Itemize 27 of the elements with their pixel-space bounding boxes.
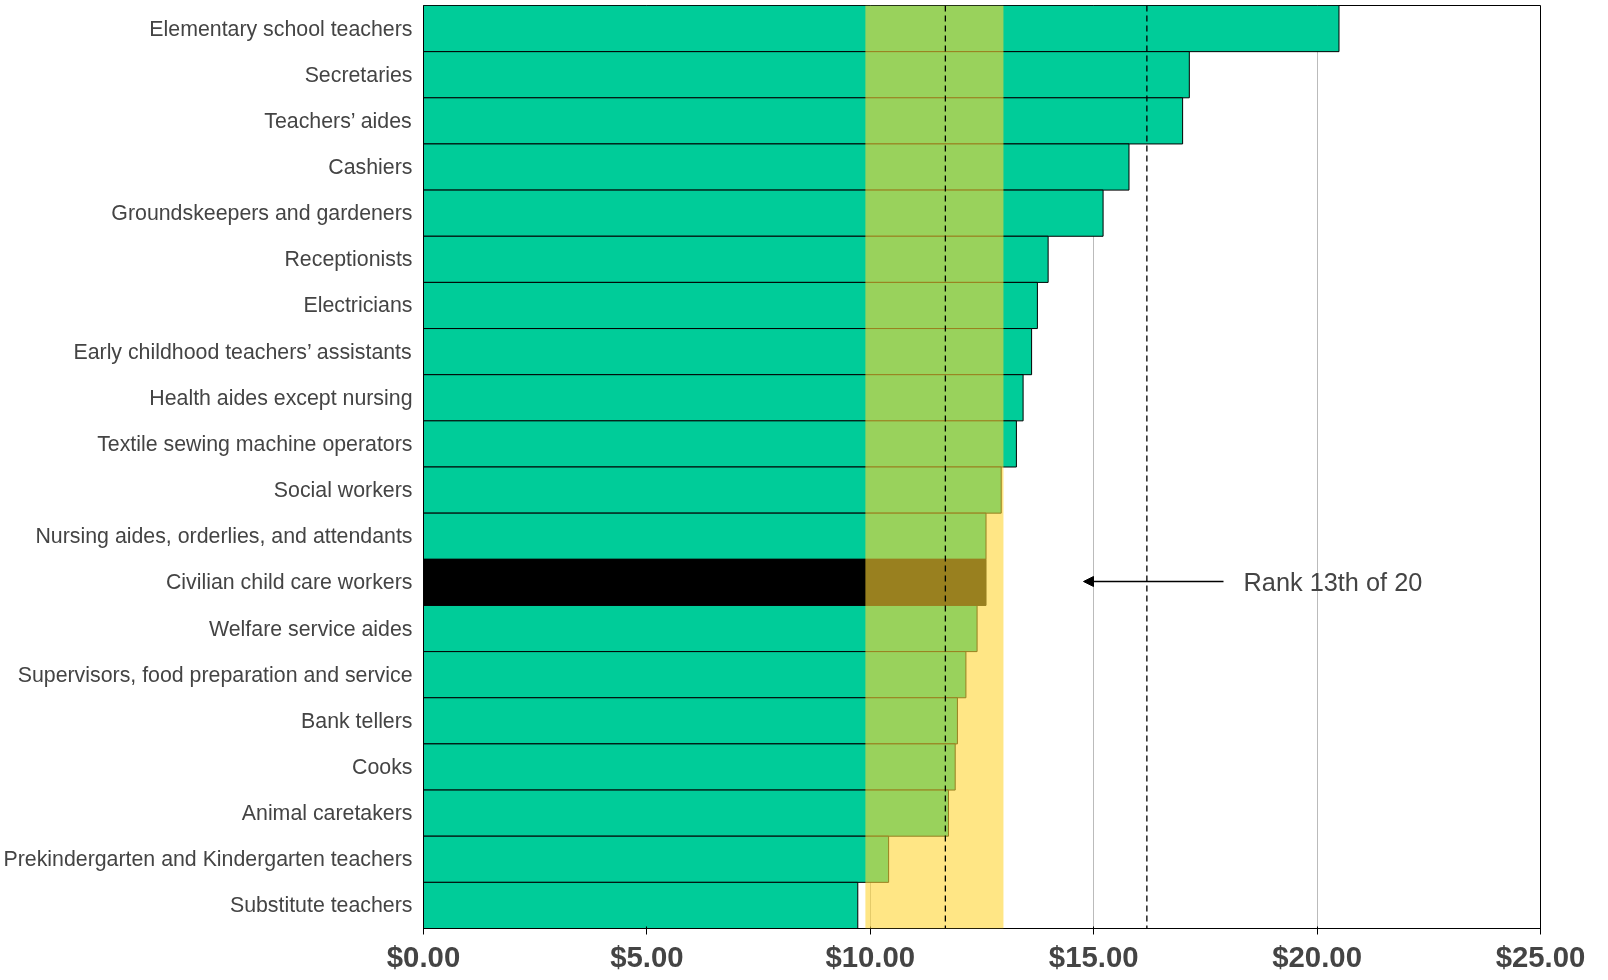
x-tick-label: $10.00 <box>825 939 916 973</box>
x-tick-label: $5.00 <box>610 939 684 973</box>
x-tick-label: $0.00 <box>386 939 461 973</box>
y-tick-label: Elementary school teachers <box>149 16 413 41</box>
y-tick-label: Prekindergarten and Kindergarten teachers <box>3 847 413 872</box>
y-tick-label: Textile sewing machine operators <box>97 431 413 456</box>
y-tick-label: Welfare service aides <box>209 616 413 641</box>
y-tick-label: Secretaries <box>304 62 413 87</box>
y-tick-label: Teachers’ aides <box>264 108 412 133</box>
x-tick-label: $25.00 <box>1495 939 1586 973</box>
y-tick-label: Groundskeepers and gardeners <box>111 201 413 226</box>
y-tick-label: Civilian child care workers <box>165 570 413 595</box>
y-tick-label: Nursing aides, orderlies, and attendants <box>35 524 413 549</box>
y-tick-label: Cooks <box>352 754 413 779</box>
y-tick-label: Animal caretakers <box>241 801 413 826</box>
x-tick-label: $20.00 <box>1272 939 1362 973</box>
y-tick-label: Health aides except nursing <box>149 385 413 410</box>
x-tick-label: $15.00 <box>1048 939 1139 973</box>
y-tick-label: Cashiers <box>328 155 413 180</box>
y-tick-label: Substitute teachers <box>229 893 413 918</box>
y-tick-label: Receptionists <box>284 247 413 272</box>
y-tick-label: Supervisors, food preparation and service <box>17 662 413 687</box>
y-tick-label: Electricians <box>303 293 413 318</box>
y-tick-label: Social workers <box>273 478 413 503</box>
y-tick-label: Early childhood teachers’ assistants <box>73 339 412 364</box>
annotation: Rank 13th of 20 <box>1243 567 1423 596</box>
y-tick-label: Bank tellers <box>301 708 413 733</box>
